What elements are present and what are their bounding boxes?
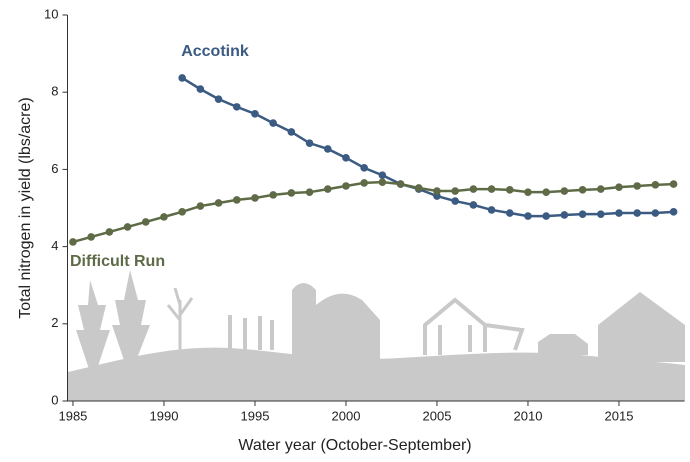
data-point (342, 182, 350, 190)
data-point (378, 178, 387, 186)
series-line (72, 180, 674, 244)
x-tick-label: 1985 (58, 408, 87, 423)
data-point (578, 210, 587, 218)
x-tick-label: 2000 (332, 408, 361, 423)
data-point (160, 213, 168, 221)
data-point (451, 197, 459, 205)
x-tick-label: 2015 (605, 408, 634, 423)
data-point (305, 188, 314, 196)
data-point (669, 180, 678, 188)
data-point (487, 206, 496, 214)
data-point (505, 209, 514, 217)
data-point (69, 238, 77, 246)
data-point (214, 199, 223, 207)
data-point (451, 187, 459, 195)
data-point (524, 188, 532, 196)
data-point (105, 228, 114, 236)
data-point (269, 191, 277, 199)
y-tick-label: 2 (51, 315, 58, 330)
data-point (87, 233, 95, 241)
x-tick-label: 1990 (150, 408, 179, 423)
data-point (196, 202, 205, 210)
series-line (181, 76, 674, 218)
data-point (433, 187, 441, 195)
data-point (469, 201, 478, 209)
data-point (560, 187, 569, 195)
data-point (524, 212, 532, 220)
data-point (633, 209, 641, 217)
x-axis-title: Water year (October-September) (238, 437, 471, 454)
data-point (232, 196, 241, 204)
data-point (287, 128, 296, 136)
data-point (596, 210, 605, 218)
y-tick-label: 10 (44, 6, 58, 21)
data-point (287, 189, 296, 197)
data-point (323, 145, 332, 153)
data-point (305, 139, 314, 147)
data-point (251, 194, 259, 202)
data-point (396, 180, 405, 188)
series-label: Difficult Run (70, 253, 165, 270)
y-axis-title: Total nitrogen in yield (lbs/acre) (17, 97, 34, 318)
data-point (360, 179, 368, 187)
y-tick-label: 6 (51, 161, 58, 176)
x-tick-label: 1995 (241, 408, 270, 423)
data-point (542, 188, 550, 196)
data-point (487, 185, 496, 193)
data-point (542, 212, 550, 220)
data-point (232, 103, 241, 111)
data-point (615, 209, 623, 217)
data-point (178, 208, 186, 216)
data-point (214, 95, 223, 103)
data-point (323, 185, 332, 193)
data-point (578, 186, 587, 194)
data-point (196, 85, 205, 93)
data-point (378, 171, 387, 179)
y-tick-label: 4 (51, 238, 58, 253)
data-point (342, 154, 350, 162)
data-point (669, 208, 678, 216)
data-point (414, 184, 423, 192)
data-point (360, 164, 368, 172)
y-tick-label: 8 (51, 84, 58, 99)
data-point (123, 223, 132, 231)
data-point (269, 119, 277, 127)
data-point (469, 185, 478, 193)
landscape-illustration (68, 270, 685, 401)
data-point (651, 209, 660, 217)
x-tick-label: 2010 (514, 408, 543, 423)
x-tick-label: 2005 (423, 408, 452, 423)
data-point (615, 183, 623, 191)
data-point (596, 185, 605, 193)
data-point (651, 181, 660, 189)
y-tick-label: 0 (51, 392, 58, 407)
data-point (505, 186, 514, 194)
series-label: Accotink (181, 43, 249, 60)
data-point (251, 110, 259, 118)
data-point (141, 218, 150, 226)
data-point (560, 211, 569, 219)
data-point (178, 74, 186, 82)
data-point (633, 182, 641, 190)
